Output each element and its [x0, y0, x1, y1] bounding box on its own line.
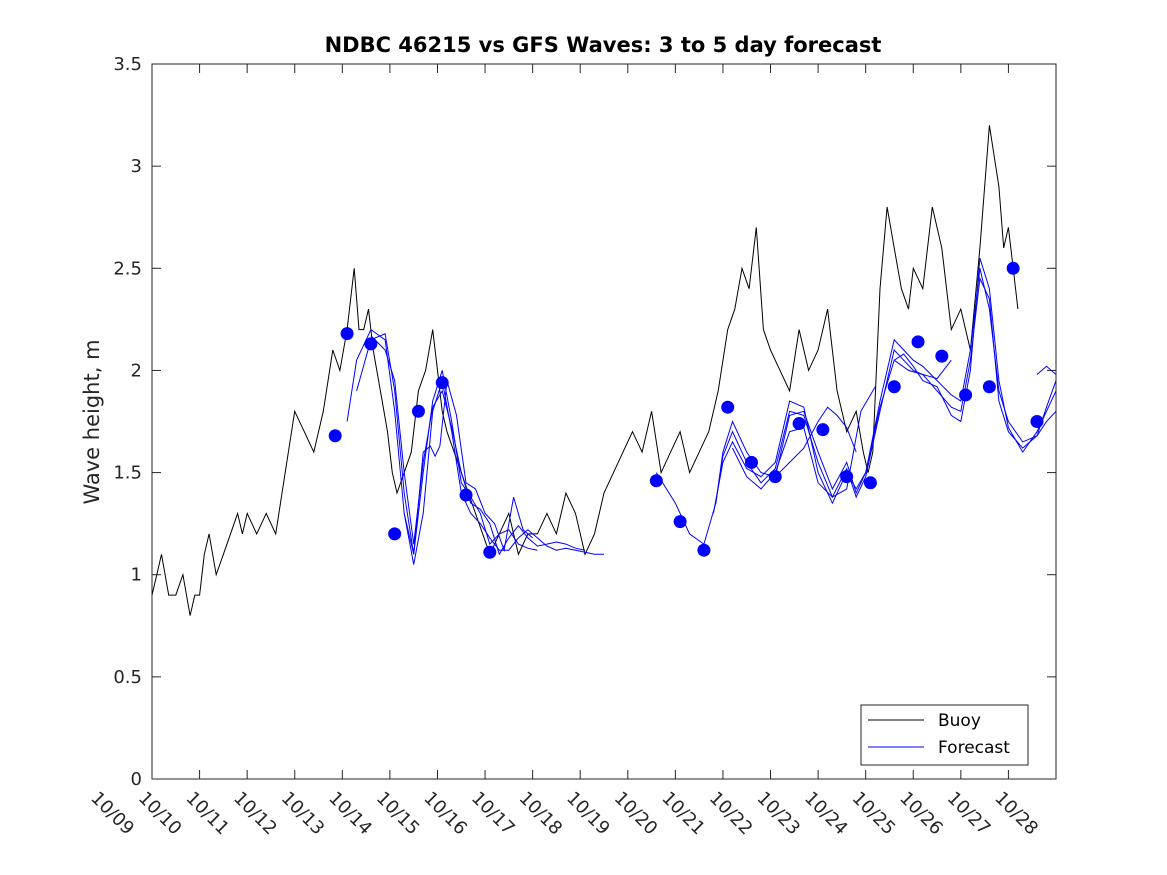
legend-forecast-label: Forecast	[938, 738, 1010, 758]
forecast-point	[364, 337, 378, 351]
legend-buoy-label: Buoy	[938, 711, 981, 731]
forecast-point	[1006, 261, 1020, 275]
forecast-point	[887, 380, 901, 394]
forecast-point	[1030, 415, 1044, 428]
y-tick-label: 2	[131, 360, 142, 381]
forecast-point	[697, 543, 711, 557]
forecast-point	[340, 327, 354, 341]
forecast-line	[1036, 365, 1057, 375]
forecast-point	[435, 376, 449, 390]
y-axis-label: Wave height, m	[80, 339, 104, 504]
forecast-points	[328, 261, 1044, 559]
y-tick-label: 3.5	[113, 54, 142, 75]
plot-area	[151, 63, 1057, 780]
forecast-point	[816, 423, 830, 437]
forecast-point	[388, 527, 402, 541]
forecast-point	[982, 380, 996, 394]
forecast-point	[483, 545, 497, 559]
legend: Buoy Forecast	[860, 704, 1029, 766]
forecast-point	[721, 400, 735, 414]
forecast-point	[744, 455, 758, 469]
forecast-point	[911, 335, 925, 349]
chart-title: NDBC 46215 vs GFS Waves: 3 to 5 day fore…	[325, 33, 882, 57]
buoy-series	[151, 125, 1019, 616]
forecast-point	[840, 470, 854, 484]
forecast-point	[649, 474, 663, 488]
forecast-point	[863, 476, 877, 490]
forecast-line	[346, 328, 604, 565]
forecast-point	[673, 515, 687, 529]
forecast-point	[411, 404, 425, 418]
forecast-line	[774, 406, 857, 478]
y-tick-label: 0	[131, 769, 142, 790]
y-tick-label: 1.5	[113, 463, 142, 484]
forecast-line	[370, 335, 586, 556]
y-tick-label: 0.5	[113, 667, 142, 688]
forecast-line	[893, 359, 952, 380]
forecast-line	[356, 332, 538, 555]
y-axis: 0 0.5 1 1.5 2 2.5 3 3.5	[113, 54, 1056, 790]
y-tick-label: 3	[131, 156, 142, 177]
y-tick-label: 1	[131, 565, 142, 586]
forecast-point	[459, 488, 473, 502]
legend-box	[860, 704, 1029, 766]
forecast-series	[346, 257, 1057, 565]
forecast-point	[792, 417, 806, 431]
buoy-line	[151, 125, 1019, 616]
forecast-point	[959, 388, 973, 402]
forecast-point	[328, 429, 342, 443]
forecast-line	[403, 380, 533, 555]
y-tick-label: 2.5	[113, 258, 142, 279]
forecast-point	[768, 470, 782, 484]
forecast-point	[935, 349, 949, 363]
